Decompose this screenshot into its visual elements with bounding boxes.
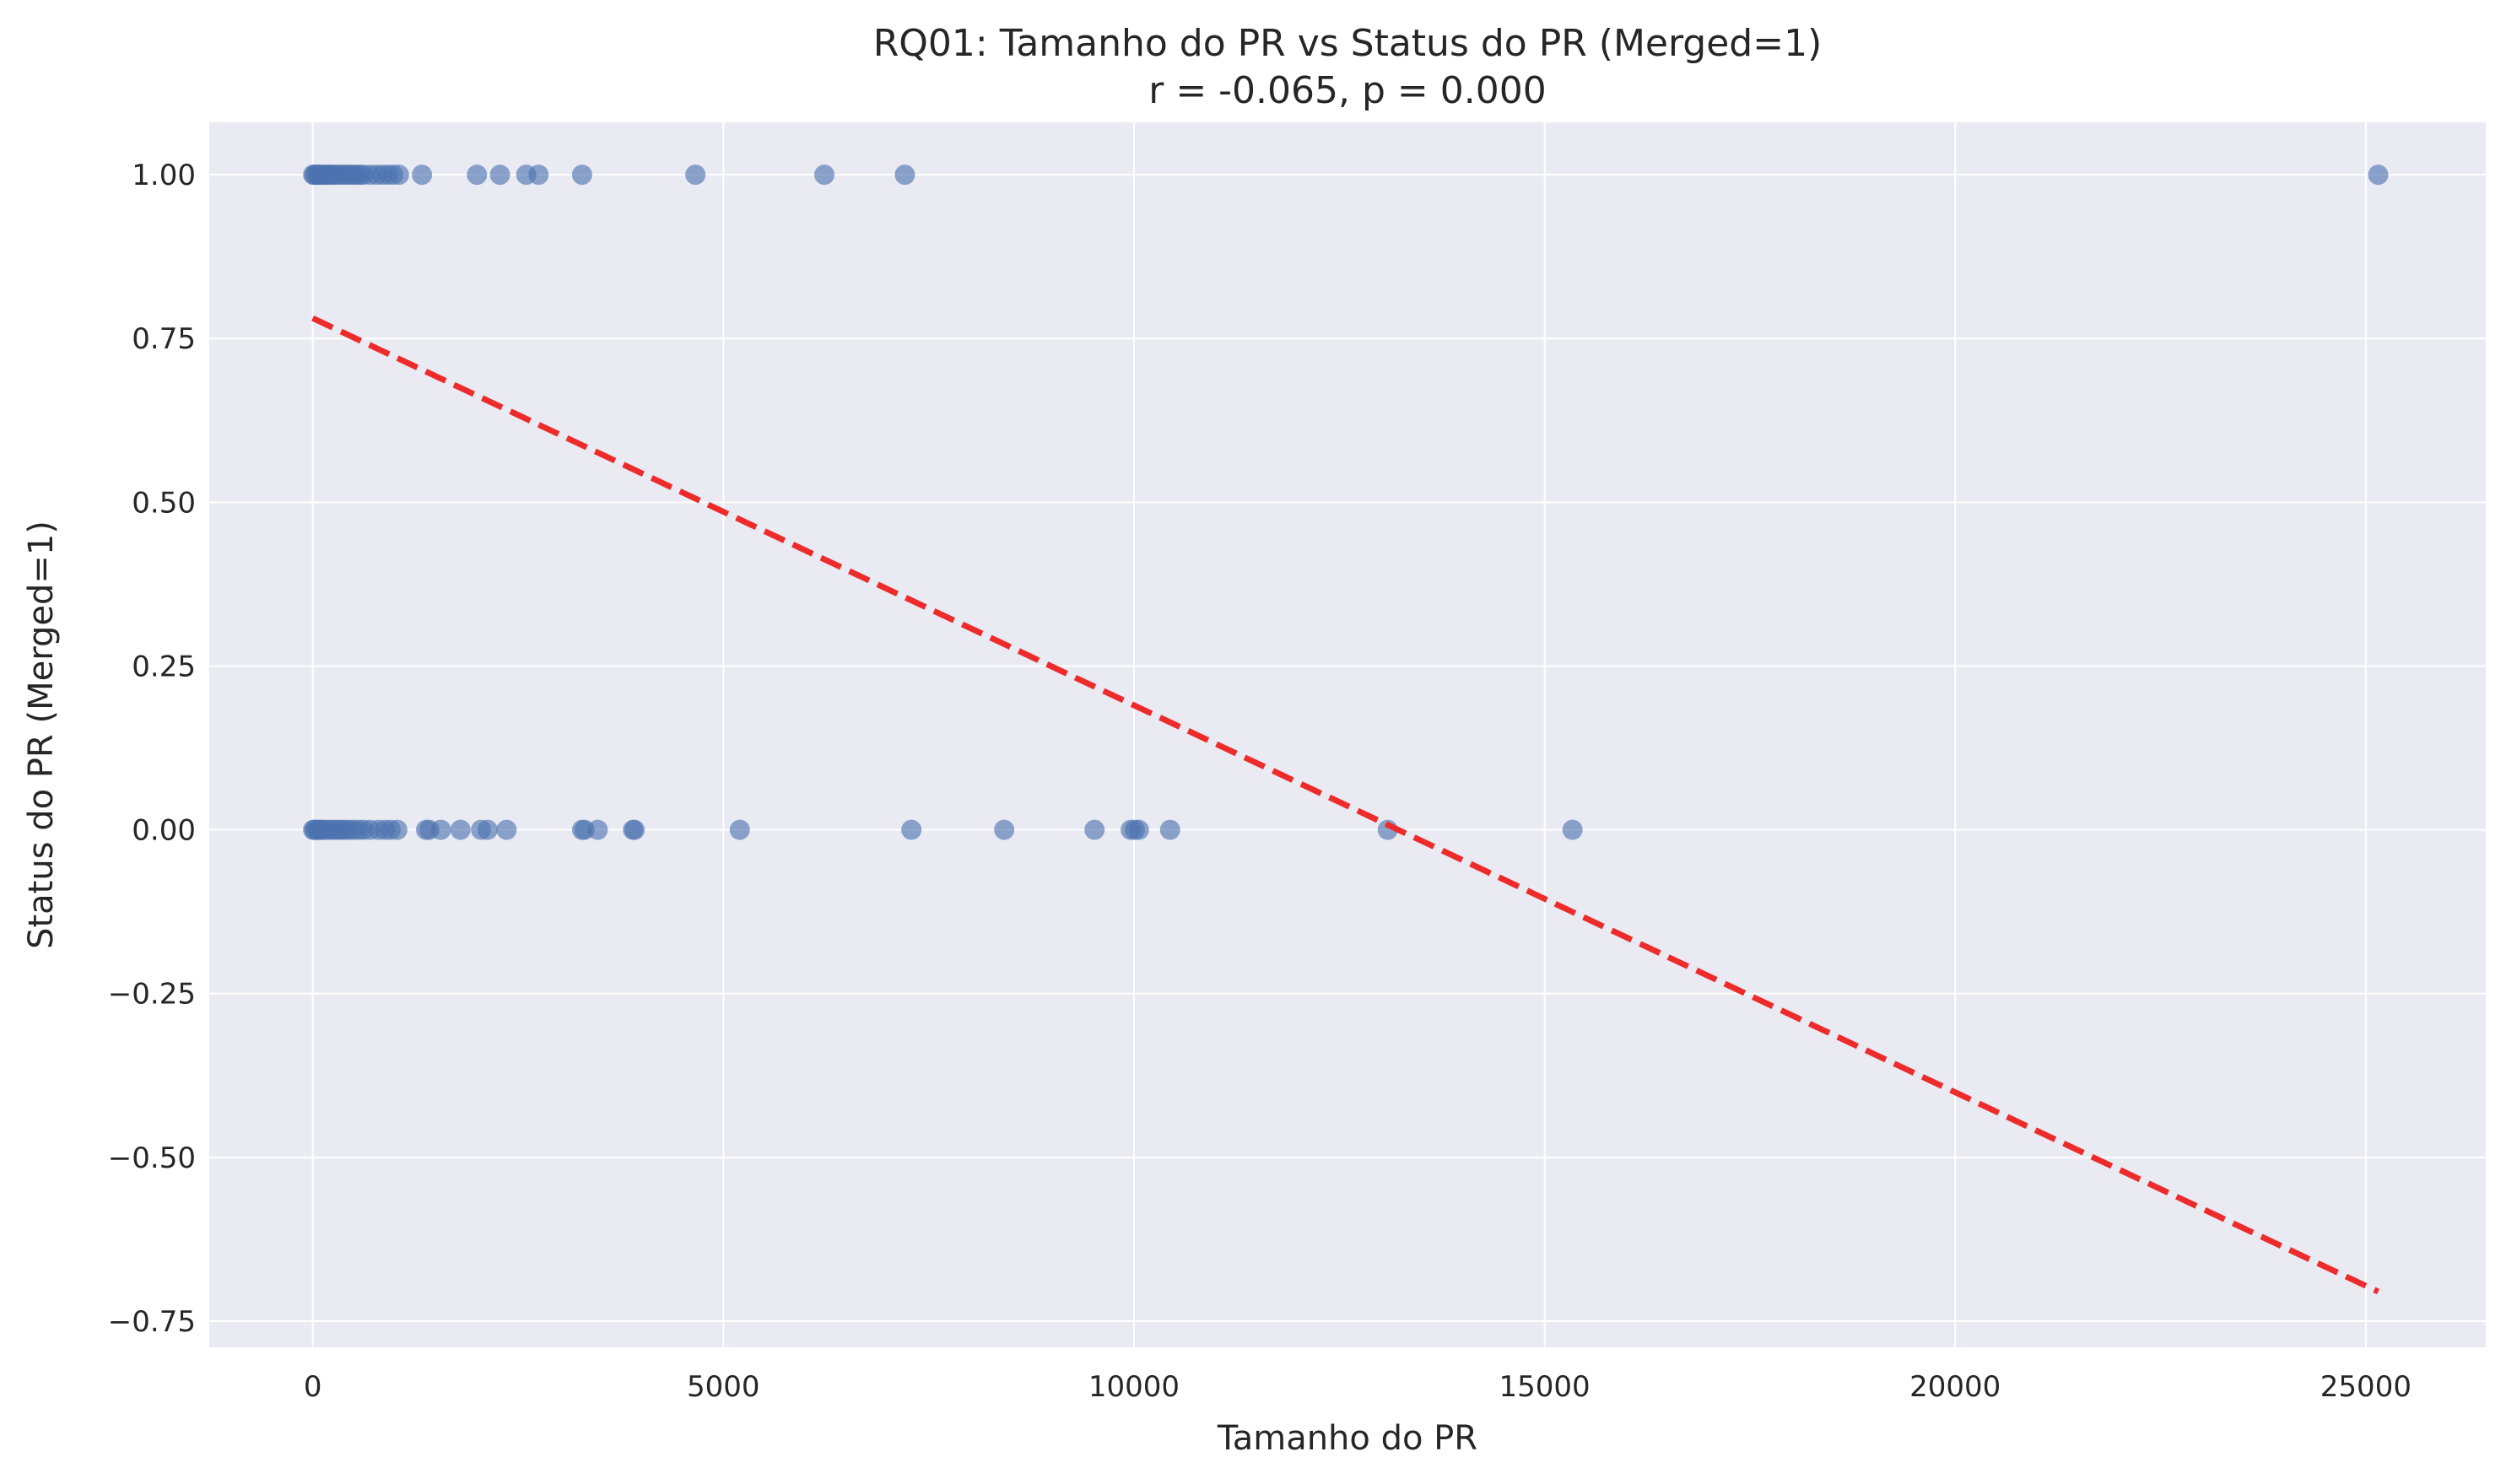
data-point <box>901 819 922 840</box>
data-point <box>729 819 750 840</box>
data-point <box>496 819 517 840</box>
x-tick-label: 15000 <box>1499 1370 1591 1404</box>
y-axis-label: Status do PR (Merged=1) <box>22 521 61 949</box>
data-point <box>571 165 592 186</box>
data-point <box>528 165 549 186</box>
data-point <box>467 165 488 186</box>
x-tick-label: 10000 <box>1088 1370 1180 1404</box>
y-tick-label: 0.00 <box>132 814 196 848</box>
data-point <box>386 819 408 840</box>
data-point <box>624 819 645 840</box>
y-axis-ticks: 1.00 0.75 0.50 0.25 0.00 −0.25 −0.50 −0.75 <box>108 159 196 1339</box>
data-point <box>477 819 498 840</box>
data-points <box>303 165 2389 840</box>
data-point <box>1084 819 1105 840</box>
data-point <box>2368 165 2389 186</box>
data-point <box>994 819 1015 840</box>
data-point <box>814 165 835 186</box>
trend-line-group <box>311 315 2379 1295</box>
x-axis-label: Tamanho do PR <box>1217 1419 1477 1458</box>
data-point <box>388 165 409 186</box>
data-point <box>430 819 451 840</box>
data-point <box>1128 819 1149 840</box>
y-tick-label: −0.75 <box>108 1305 196 1339</box>
y-tick-label: 0.75 <box>132 322 196 356</box>
x-tick-label: 20000 <box>1909 1370 2001 1404</box>
data-point <box>685 165 706 186</box>
data-point <box>489 165 510 186</box>
plot-background <box>209 122 2486 1347</box>
x-tick-label: 0 <box>304 1370 322 1404</box>
y-tick-label: 0.25 <box>132 650 196 683</box>
data-point <box>1159 819 1180 840</box>
data-point <box>412 165 433 186</box>
data-point <box>587 819 608 840</box>
y-tick-label: −0.25 <box>108 978 196 1012</box>
trend-line <box>311 315 2379 1295</box>
y-tick-label: 1.00 <box>132 159 196 192</box>
x-tick-label: 25000 <box>2320 1370 2411 1404</box>
x-axis-ticks: 0 5000 10000 15000 20000 25000 <box>304 1370 2411 1404</box>
chart-subtitle: r = -0.065, p = 0.000 <box>1148 69 1546 112</box>
data-point <box>450 819 471 840</box>
x-tick-label: 5000 <box>687 1370 760 1404</box>
y-tick-label: 0.50 <box>132 486 196 520</box>
y-tick-label: −0.50 <box>108 1141 196 1175</box>
data-point <box>1562 819 1583 840</box>
data-point <box>894 165 915 186</box>
chart-title: RQ01: Tamanho do PR vs Status do PR (Mer… <box>873 22 1823 65</box>
